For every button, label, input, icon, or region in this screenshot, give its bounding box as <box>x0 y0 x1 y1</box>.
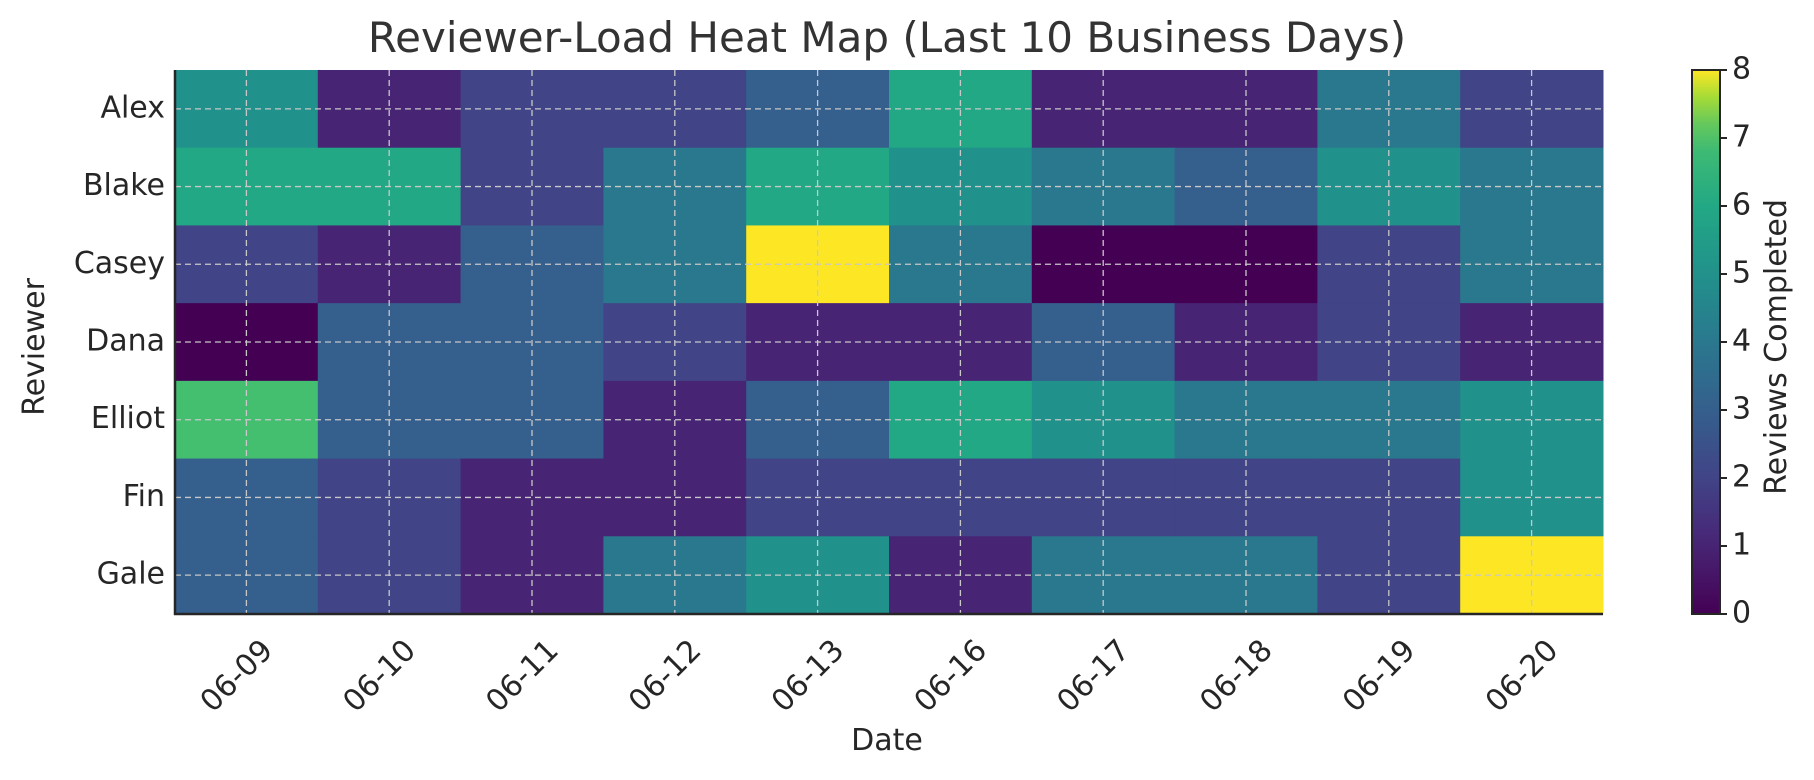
colorbar-label: Reviews Completed <box>1759 199 1794 495</box>
x-tick-label: 06-12 <box>622 633 708 719</box>
y-tick-label: Casey <box>74 246 165 281</box>
x-tick-labels: 06-09 06-10 06-11 06-12 06-13 06-16 06-17 06-18… <box>194 633 1566 719</box>
colorbar: 0 1 2 3 4 5 6 7 8 <box>1691 52 1751 631</box>
x-axis-label: Date <box>851 723 923 758</box>
colorbar-tick-label: 7 <box>1732 120 1751 155</box>
x-tick-label: 06-20 <box>1479 633 1565 719</box>
colorbar-tick-label: 2 <box>1732 460 1751 495</box>
y-tick-label: Elliot <box>91 401 165 436</box>
x-tick-label: 06-09 <box>194 633 280 719</box>
x-tick-label: 06-10 <box>336 633 422 719</box>
y-tick-label: Fin <box>123 479 165 514</box>
colorbar-tick-label: 1 <box>1732 528 1751 563</box>
colorbar-tick-label: 5 <box>1732 256 1751 291</box>
axes <box>173 70 1603 616</box>
colorbar-tick-label: 0 <box>1732 596 1751 631</box>
y-tick-label: Dana <box>86 324 165 359</box>
colorbar-tick-label: 6 <box>1732 188 1751 223</box>
x-tick-label: 06-18 <box>1193 633 1279 719</box>
y-tick-label: Gale <box>97 557 165 592</box>
colorbar-tick-label: 4 <box>1732 324 1751 359</box>
colorbar-gradient <box>1691 69 1721 615</box>
x-tick-label: 06-13 <box>765 633 851 719</box>
x-tick-label: 06-17 <box>1050 633 1136 719</box>
grid-lines <box>175 70 1603 614</box>
colorbar-tick-label: 8 <box>1732 52 1751 87</box>
chart-title: Reviewer-Load Heat Map (Last 10 Business… <box>368 13 1406 62</box>
x-tick-label: 06-11 <box>479 633 565 719</box>
x-tick-label: 06-19 <box>1336 633 1422 719</box>
colorbar-tick-label: 3 <box>1732 392 1751 427</box>
y-tick-label: Blake <box>83 168 165 203</box>
y-tick-label: Alex <box>100 90 165 125</box>
y-axis-label: Reviewer <box>17 277 52 415</box>
y-tick-labels: Alex Blake Casey Dana Elliot Fin Gale <box>74 90 165 591</box>
x-tick-label: 06-16 <box>908 633 994 719</box>
